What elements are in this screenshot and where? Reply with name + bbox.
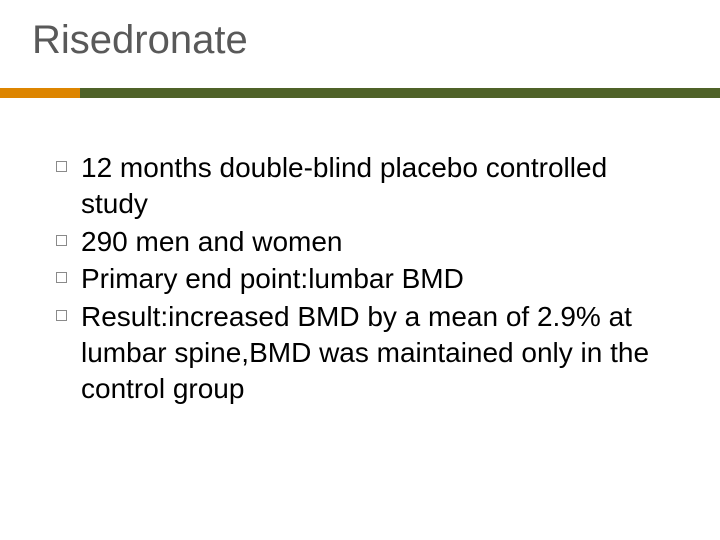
bullet-text: Primary end point:lumbar BMD <box>81 261 464 297</box>
bullet-square-icon <box>56 161 67 172</box>
bullet-list: 12 months double-blind placebo controlle… <box>56 150 680 409</box>
title-divider <box>0 88 720 98</box>
bullet-square-icon <box>56 272 67 283</box>
list-item: 290 men and women <box>56 224 680 260</box>
slide-title: Risedronate <box>32 18 248 63</box>
list-item: Primary end point:lumbar BMD <box>56 261 680 297</box>
bullet-square-icon <box>56 235 67 246</box>
bullet-text: 12 months double-blind placebo controlle… <box>81 150 680 222</box>
slide: Risedronate 12 months double-blind place… <box>0 0 720 540</box>
divider-accent <box>0 88 80 98</box>
list-item: 12 months double-blind placebo controlle… <box>56 150 680 222</box>
list-item: Result:increased BMD by a mean of 2.9% a… <box>56 299 680 406</box>
divider-main <box>80 88 720 98</box>
bullet-text: 290 men and women <box>81 224 343 260</box>
bullet-square-icon <box>56 310 67 321</box>
bullet-text: Result:increased BMD by a mean of 2.9% a… <box>81 299 680 406</box>
